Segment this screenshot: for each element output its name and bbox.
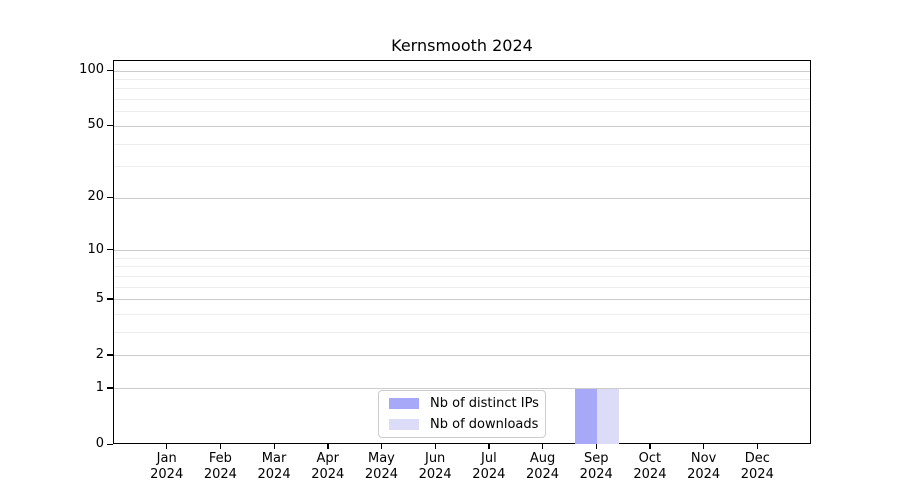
legend-swatch-downloads — [389, 419, 419, 430]
y-tick-mark — [107, 69, 113, 71]
x-tick-label: Mar 2024 — [257, 451, 291, 482]
gridline-minor — [114, 99, 810, 101]
x-tick-mark — [327, 444, 329, 449]
y-tick-mark — [107, 387, 113, 389]
x-tick-label: Apr 2024 — [311, 451, 345, 482]
legend-item-downloads: Nb of downloads — [387, 416, 539, 433]
legend-item-distinct-ips: Nb of distinct IPs — [387, 395, 539, 412]
gridline-minor — [114, 257, 810, 259]
x-tick-mark — [542, 444, 544, 449]
y-tick-label: 1 — [95, 379, 104, 395]
y-tick-mark — [107, 443, 113, 445]
x-tick-label: May 2024 — [364, 451, 398, 482]
gridline-minor — [114, 166, 810, 168]
bar-downloads — [597, 388, 620, 444]
x-tick-label: Jun 2024 — [418, 451, 452, 482]
gridline-major — [114, 388, 810, 390]
x-tick-mark — [756, 444, 759, 449]
y-tick-mark — [107, 354, 113, 356]
gridline-minor — [114, 332, 810, 334]
gridline-minor — [114, 111, 810, 113]
y-tick-mark — [107, 298, 113, 300]
gridline-minor — [114, 78, 810, 80]
gridline-major — [114, 355, 810, 357]
gridline-major — [114, 70, 810, 72]
x-tick-mark — [703, 444, 705, 449]
legend: Nb of distinct IPs Nb of downloads — [378, 390, 546, 438]
gridline-major — [114, 125, 810, 127]
y-tick-label: 5 — [95, 290, 104, 306]
y-tick-label: 20 — [87, 189, 104, 205]
x-tick-label: Nov 2024 — [687, 451, 721, 482]
gridline-minor — [114, 143, 810, 145]
x-tick-mark — [166, 444, 168, 449]
x-tick-label: Aug 2024 — [525, 451, 560, 482]
y-tick-mark — [107, 196, 113, 199]
x-tick-label: Dec 2024 — [740, 451, 774, 482]
x-tick-mark — [273, 444, 275, 449]
x-tick-mark — [434, 444, 436, 449]
y-tick-mark — [107, 249, 113, 251]
gridline-minor — [114, 286, 810, 288]
gridline-minor — [114, 314, 810, 316]
gridline-minor — [114, 88, 810, 90]
x-tick-label: Jan 2024 — [150, 451, 184, 482]
x-tick-mark — [488, 444, 490, 449]
x-tick-label: Oct 2024 — [633, 451, 667, 482]
y-tick-label: 10 — [87, 241, 104, 257]
y-tick-label: 50 — [87, 117, 104, 133]
x-tick-mark — [595, 444, 598, 449]
legend-swatch-distinct-ips — [389, 398, 419, 409]
x-tick-mark — [649, 444, 651, 449]
y-tick-mark — [107, 124, 113, 127]
y-tick-label: 2 — [95, 346, 104, 362]
y-tick-label: 0 — [95, 436, 104, 451]
bar-distinct-ips — [575, 388, 598, 444]
gridline-major — [114, 299, 810, 301]
gridline-major — [114, 197, 810, 199]
x-tick-mark — [219, 444, 222, 449]
gridline-minor — [114, 275, 810, 277]
y-tick-label: 100 — [79, 62, 104, 77]
gridline-major — [114, 250, 810, 252]
chart-title: Kernsmooth 2024 — [391, 36, 533, 55]
gridline-minor — [114, 266, 810, 268]
x-tick-label: Jul 2024 — [472, 451, 506, 482]
x-tick-label: Sep 2024 — [579, 451, 613, 482]
plot-area — [113, 60, 811, 444]
legend-label-distinct-ips: Nb of distinct IPs — [430, 396, 539, 411]
x-tick-label: Feb 2024 — [203, 451, 237, 482]
legend-label-downloads: Nb of downloads — [430, 417, 539, 432]
x-tick-mark — [380, 444, 383, 449]
